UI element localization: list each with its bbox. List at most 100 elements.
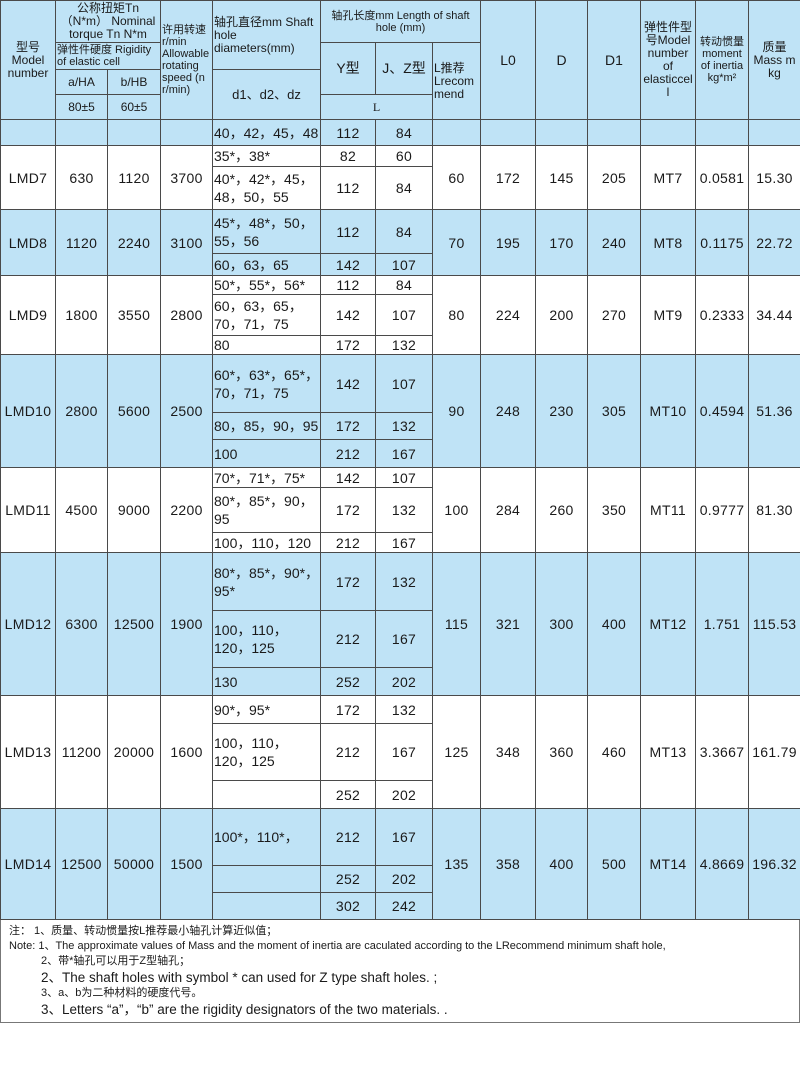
mass-cell: 115.53 — [748, 552, 800, 696]
diameter-cell: 35*，38* — [212, 145, 321, 167]
y-length-cell: 112 — [320, 166, 376, 210]
y-length-cell: 112 — [320, 119, 376, 146]
diameter-cell: 40，42，45，48 — [212, 119, 321, 146]
header-inertia: 转动惯量 moment of inertia kg*m² — [695, 0, 749, 120]
diameter-cell: 100 — [212, 439, 321, 468]
table-header: 型号 Model number 公称扭矩Tn（N*m） Nominal torq… — [0, 0, 800, 120]
y-length-cell: 142 — [320, 354, 376, 413]
y-length-cell: 212 — [320, 439, 376, 468]
elastic-cell: MT14 — [640, 808, 696, 920]
y-length-cell: 112 — [320, 209, 376, 254]
torque-b-cell: 50000 — [107, 808, 161, 920]
torque-b-cell: 9000 — [107, 467, 161, 553]
d1-cell: 400 — [587, 552, 641, 696]
speed-cell: 1500 — [160, 808, 213, 920]
table-row: LMD14 12500 50000 1500 100*，110*， 212 167 135 35… — [0, 808, 800, 920]
mass-cell: 22.72 — [748, 209, 800, 276]
d1-cell — [587, 119, 641, 146]
inertia-cell: 0.1175 — [695, 209, 749, 276]
header-torque: 公称扭矩Tn（N*m） Nominal torque Tn N*m — [55, 0, 161, 43]
diameter-cell: 130 — [212, 667, 321, 696]
elastic-cell: MT12 — [640, 552, 696, 696]
y-length-cell: 142 — [320, 253, 376, 276]
table-body: 40，42，45，48 112 84 LMD7 630 1120 3700 35*，38* 82… — [0, 119, 800, 920]
d-cell — [535, 119, 588, 146]
lrec-cell: 80 — [432, 275, 481, 355]
jz-length-cell: 132 — [375, 487, 433, 533]
torque-b-cell: 20000 — [107, 695, 161, 809]
table-row: 302 242 — [1, 892, 800, 920]
torque-a-cell: 11200 — [55, 695, 108, 809]
torque-a-cell: 1120 — [55, 209, 108, 276]
jz-length-cell: 132 — [375, 552, 433, 611]
inertia-cell: 3.3667 — [695, 695, 749, 809]
torque-b-cell — [107, 119, 161, 146]
table-row: 40*，42*，45，48，50，55 112 84 — [1, 166, 800, 210]
model-cell: LMD12 — [0, 552, 56, 696]
speed-cell — [160, 119, 213, 146]
header-a: a/HA — [55, 69, 108, 95]
speed-cell: 2500 — [160, 354, 213, 468]
jz-length-cell: 107 — [375, 467, 433, 488]
table-row: LMD10 2800 5600 2500 60*，63*，65*，70，71，75 142… — [0, 354, 800, 468]
diameter-cell: 70*，71*，75* — [212, 467, 321, 488]
header-D: D — [535, 0, 588, 120]
torque-b-cell: 3550 — [107, 275, 161, 355]
d1-cell: 240 — [587, 209, 641, 276]
jz-length-cell: 132 — [375, 695, 433, 724]
torque-b-cell: 12500 — [107, 552, 161, 696]
inertia-cell: 0.0581 — [695, 145, 749, 210]
jz-length-cell: 167 — [375, 439, 433, 468]
jz-length-cell: 84 — [375, 275, 433, 295]
speed-cell: 1600 — [160, 695, 213, 809]
l0-cell: 348 — [480, 695, 536, 809]
jz-length-cell: 167 — [375, 610, 433, 668]
header-a-value: 80±5 — [55, 94, 108, 120]
y-length-cell: 172 — [320, 695, 376, 724]
note-line: 2、带*轴孔可以用于Z型轴孔； — [41, 955, 191, 967]
table-row: 100，110，120 212 167 — [1, 532, 800, 553]
header-rigidity: 弹性件硬度 Rigidity of elastic cell — [55, 42, 161, 70]
jz-length-cell: 60 — [375, 145, 433, 167]
y-length-cell: 212 — [320, 723, 376, 781]
y-length-cell: 302 — [320, 892, 376, 920]
model-cell: LMD7 — [0, 145, 56, 210]
diameter-cell: 50*，55*，56* — [212, 275, 321, 295]
torque-b-cell: 1120 — [107, 145, 161, 210]
header-mass: 质量 Mass m kg — [748, 0, 800, 120]
table-row: LMD8 1120 2240 3100 45*，48*，50，55，56 112 84 70 1… — [0, 209, 800, 276]
lrec-cell: 100 — [432, 467, 481, 553]
d-cell: 170 — [535, 209, 588, 276]
d-cell: 260 — [535, 467, 588, 553]
notes: 注： 1、质量、转动惯量按L推荐最小轴孔计算近似值； Note: 1、The a… — [0, 920, 800, 1023]
inertia-cell: 4.8669 — [695, 808, 749, 920]
d1-cell: 460 — [587, 695, 641, 809]
model-cell: LMD14 — [0, 808, 56, 920]
y-length-cell: 112 — [320, 275, 376, 295]
model-cell: LMD11 — [0, 467, 56, 553]
table-row: LMD12 6300 12500 1900 80*，85*，90*，95* 172 132 1… — [0, 552, 800, 696]
torque-a-cell: 6300 — [55, 552, 108, 696]
diameter-cell — [212, 892, 321, 920]
note-line: Note: 1、The approximate values of Mass a… — [9, 940, 666, 952]
elastic-cell: MT11 — [640, 467, 696, 553]
table-row: 252 202 — [1, 865, 800, 893]
lrec-cell: 125 — [432, 695, 481, 809]
d-cell: 300 — [535, 552, 588, 696]
table-row: 40，42，45，48 112 84 — [0, 119, 800, 146]
lrec-cell: 135 — [432, 808, 481, 920]
elastic-cell: MT9 — [640, 275, 696, 355]
d-cell: 360 — [535, 695, 588, 809]
note-line: 注： 1、质量、转动惯量按L推荐最小轴孔计算近似值； — [9, 925, 278, 937]
lrec-cell: 60 — [432, 145, 481, 210]
jz-length-cell: 84 — [375, 119, 433, 146]
inertia-cell: 0.2333 — [695, 275, 749, 355]
torque-b-cell: 5600 — [107, 354, 161, 468]
model-cell: LMD13 — [0, 695, 56, 809]
inertia-cell: 1.751 — [695, 552, 749, 696]
torque-a-cell: 4500 — [55, 467, 108, 553]
d1-cell: 205 — [587, 145, 641, 210]
jz-length-cell: 242 — [375, 892, 433, 920]
jz-length-cell: 132 — [375, 412, 433, 440]
lrec-cell — [432, 119, 481, 146]
